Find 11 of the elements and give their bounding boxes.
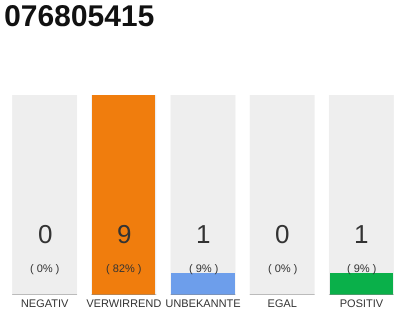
x-tick-label: POSITIV [340,298,384,310]
x-tick-label: NEGATIV [20,298,69,310]
x-tick-label: UNBEKANNTE [165,298,241,310]
data-label: 1 ( 9% ) [347,219,376,275]
data-label: 1 ( 9% ) [189,219,218,275]
data-label: 9 ( 82% ) [106,219,142,275]
x-tick-label: VERWIRREND [86,298,162,310]
x-tick-label: EGAL [268,298,297,310]
chart-title: 076805415 [4,0,154,33]
data-label: 0 ( 0% ) [30,219,60,275]
data-label: 0 ( 0% ) [268,219,298,275]
